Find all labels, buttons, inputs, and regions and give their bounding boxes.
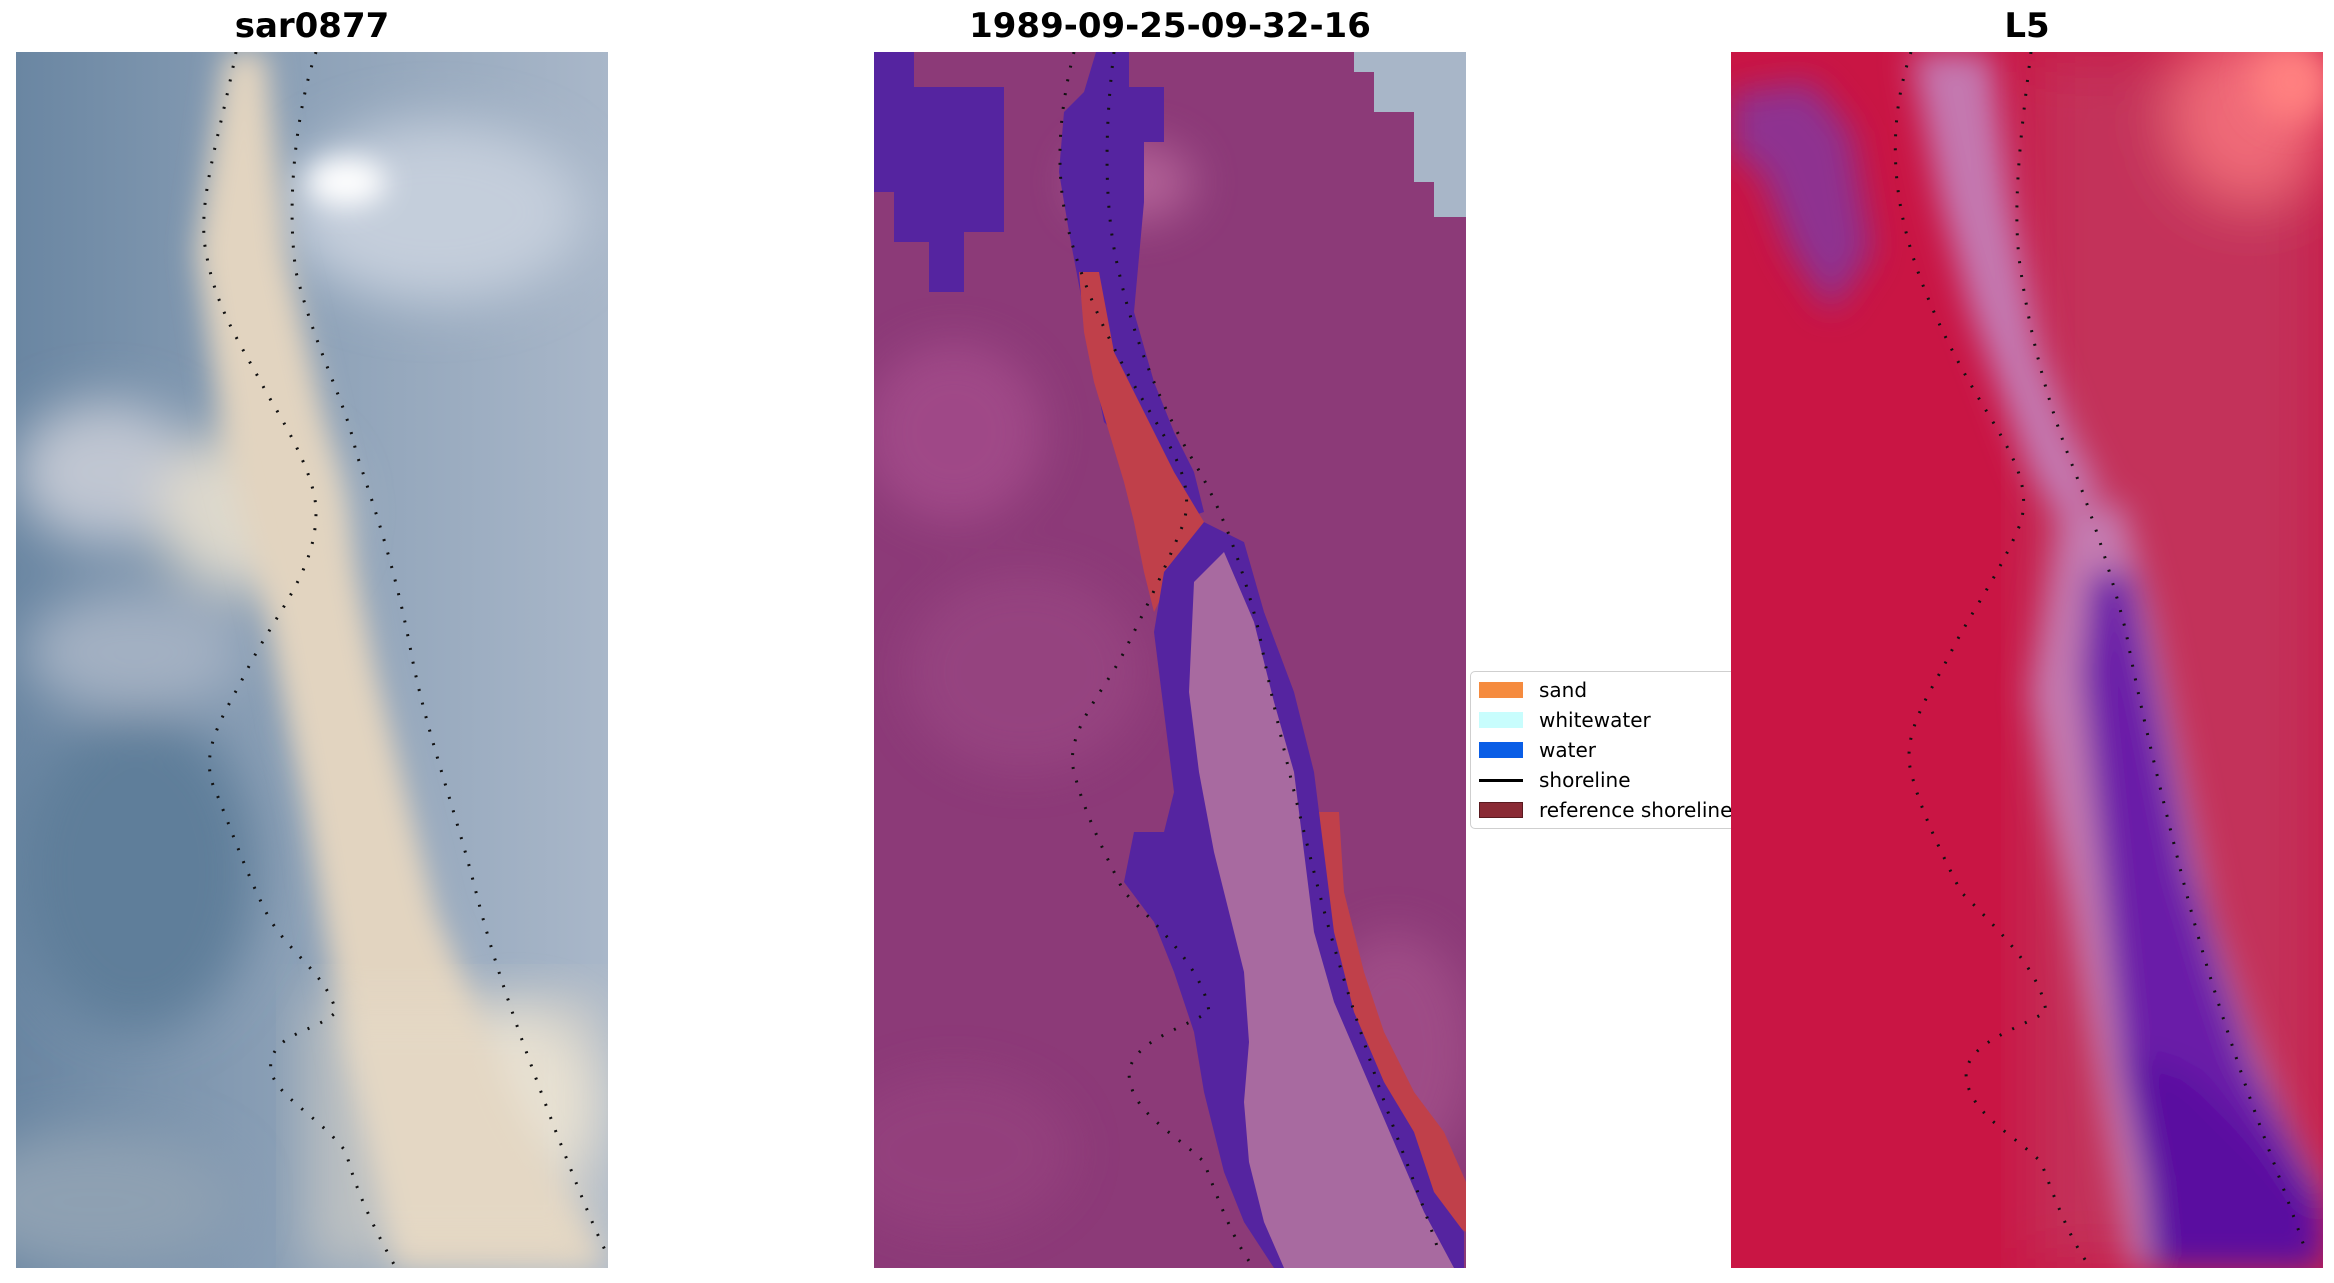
panel-title-rgb: sar0877 [234,6,390,46]
legend-label-water: water [1539,738,1596,762]
panel-title-index: L5 [2004,6,2050,46]
rgb-image [16,52,608,1268]
legend-item-reference-shoreline: reference shoreline [1479,798,1732,822]
index-image [1731,52,2323,1268]
legend-label-whitewater: whitewater [1539,708,1651,732]
classification-panel [874,52,1466,1268]
legend-item-whitewater: whitewater [1479,708,1651,732]
legend-line-shoreline [1479,778,1523,782]
legend-label-reference-shoreline: reference shoreline [1539,798,1733,822]
legend-label-sand: sand [1539,678,1588,702]
legend-item-water: water [1479,738,1596,762]
legend-label-shoreline: shoreline [1539,768,1631,792]
legend: sand whitewater water shoreline referenc… [1470,671,1742,829]
legend-swatch-sand [1479,682,1523,698]
legend-item-sand: sand [1479,678,1587,702]
legend-swatch-water [1479,742,1523,758]
legend-item-shoreline: shoreline [1479,768,1631,792]
panel-title-classification: 1989-09-25-09-32-16 [969,6,1371,46]
index-panel [1731,52,2323,1268]
legend-swatch-reference-shoreline [1479,802,1523,818]
shoreline-reference [2015,52,2308,1253]
classification-image [874,52,1466,1268]
shoreline-detected [1893,52,2093,1268]
legend-swatch-whitewater [1479,712,1523,728]
rgb-image-panel [16,52,608,1268]
